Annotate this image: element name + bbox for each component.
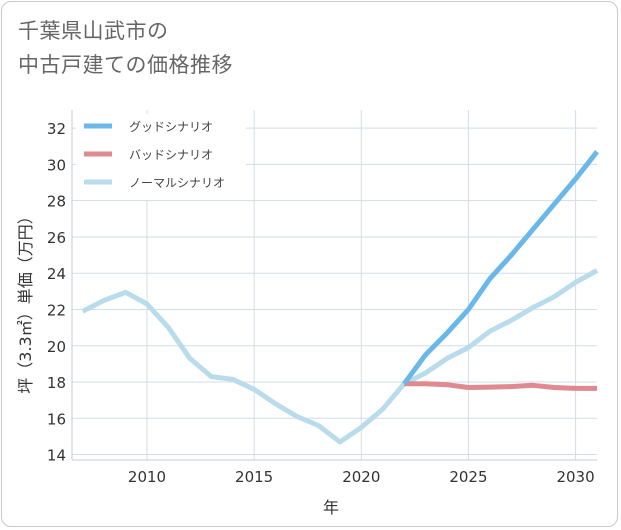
y-tick-label: 28 [47, 193, 66, 211]
y-tick-label: 30 [47, 156, 66, 174]
x-axis-label: 年 [323, 498, 339, 517]
series-line [404, 381, 597, 391]
y-tick-label: 16 [47, 410, 66, 428]
y-tick-label: 20 [47, 338, 66, 356]
legend-label: バッドシナリオ [129, 148, 213, 162]
x-tick-label: 2030 [556, 468, 594, 486]
y-tick-label: 26 [47, 229, 66, 247]
series-lines [81, 150, 599, 445]
y-axis-label: 坪（3.3㎡）単価（万円） [16, 208, 35, 393]
grid-lines [71, 110, 597, 461]
y-tick-label: 22 [47, 301, 66, 319]
title-line-1: 千葉県山武市の [18, 19, 169, 43]
y-tick-label: 14 [47, 447, 66, 465]
title-line-2: 中古戸建ての価格推移 [18, 53, 233, 77]
x-tick-label: 2020 [342, 468, 380, 486]
series-line [402, 150, 599, 386]
chart-title: 千葉県山武市の 中古戸建ての価格推移 [18, 14, 233, 82]
x-tick-label: 2010 [128, 468, 166, 486]
legend-label: グッドシナリオ [129, 120, 213, 134]
series-line [81, 268, 599, 445]
tick-labels: 14 16 18 20 22 24 26 28 30 32 2010 2015 2020 2025 2030 [47, 120, 595, 486]
y-tick-label: 32 [47, 120, 66, 138]
legend-label: ノーマルシナリオ [129, 176, 225, 190]
x-tick-label: 2015 [235, 468, 273, 486]
y-tick-label: 18 [47, 374, 66, 392]
x-tick-label: 2025 [449, 468, 487, 486]
y-tick-label: 24 [47, 265, 66, 283]
